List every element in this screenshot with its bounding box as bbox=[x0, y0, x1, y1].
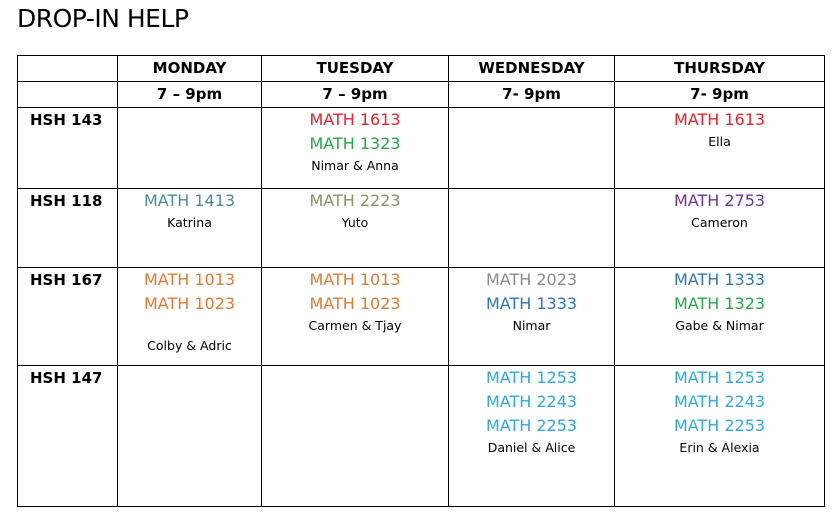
room-label: HSH 143 bbox=[17, 107, 118, 189]
course-code: MATH 1013 bbox=[309, 270, 401, 289]
tutor-names: Gabe & Nimar bbox=[675, 318, 764, 333]
course-code: MATH 1253 bbox=[485, 368, 578, 387]
session-cell: MATH 1613 MATH 1323 Nimar & Anna bbox=[261, 107, 449, 189]
session-cell: MATH 1253 MATH 2243 MATH 2253 Erin & Alexia bbox=[614, 365, 825, 507]
course-code: MATH 1333 bbox=[485, 294, 578, 313]
tutor-names: Erin & Alexia bbox=[679, 440, 760, 455]
session-cell bbox=[448, 107, 615, 189]
course-code: MATH 1333 bbox=[673, 270, 766, 289]
room-label: HSH 147 bbox=[17, 365, 118, 507]
session-cell bbox=[117, 107, 262, 189]
course-code: MATH 1323 bbox=[309, 134, 401, 153]
time-header-row: 7 – 9pm 7 – 9pm 7- 9pm 7- 9pm bbox=[17, 81, 825, 108]
session-cell: MATH 1333 MATH 1323 Gabe & Nimar bbox=[614, 267, 825, 366]
session-cell: MATH 2223 Yuto bbox=[261, 188, 449, 268]
course-code: MATH 2253 bbox=[673, 416, 766, 435]
course-code: MATH 1023 bbox=[309, 294, 401, 313]
session-cell: MATH 2753 Cameron bbox=[614, 188, 825, 268]
room-row: HSH 167 MATH 1013 MATH 1023 Colby & Adric MA… bbox=[17, 267, 825, 366]
session-cell: MATH 1013 MATH 1023 Carmen & Tjay bbox=[261, 267, 449, 366]
session-cell: MATH 1253 MATH 2243 MATH 2253 Daniel & Alic… bbox=[448, 365, 615, 507]
day-name: THURSDAY bbox=[614, 55, 825, 82]
course-code: MATH 2223 bbox=[309, 191, 401, 210]
tutor-names: Colby & Adric bbox=[147, 338, 232, 353]
tutor-names: Ella bbox=[708, 134, 731, 149]
empty-header-cell bbox=[17, 81, 118, 108]
session-cell: MATH 2023 MATH 1333 Nimar bbox=[448, 267, 615, 366]
spacer bbox=[119, 316, 261, 336]
course-code: MATH 2753 bbox=[673, 191, 766, 210]
course-code: MATH 2023 bbox=[485, 270, 578, 289]
tutor-names: Carmen & Tjay bbox=[308, 318, 402, 333]
day-header-row: MONDAY TUESDAY WEDNESDAY THURSDAY bbox=[17, 55, 825, 82]
tutor-names: Yuto bbox=[341, 215, 369, 230]
room-label: HSH 118 bbox=[17, 188, 118, 268]
course-code: MATH 1613 bbox=[309, 110, 401, 129]
day-name: WEDNESDAY bbox=[448, 55, 615, 82]
session-cell: MATH 1613 Ella bbox=[614, 107, 825, 189]
session-cell: MATH 1413 Katrina bbox=[117, 188, 262, 268]
page-title: DROP-IN HELP bbox=[17, 4, 189, 33]
day-time: 7 – 9pm bbox=[261, 81, 449, 108]
room-label: HSH 167 bbox=[17, 267, 118, 366]
session-cell bbox=[261, 365, 449, 507]
day-name: MONDAY bbox=[117, 55, 262, 82]
schedule-table: MONDAY TUESDAY WEDNESDAY THURSDAY 7 – 9pm 7 –… bbox=[17, 55, 825, 507]
tutor-names: Katrina bbox=[167, 215, 212, 230]
course-code: MATH 1323 bbox=[673, 294, 766, 313]
day-time: 7- 9pm bbox=[448, 81, 615, 108]
empty-header-cell bbox=[17, 55, 118, 82]
room-row: HSH 147 MATH 1253 MATH 2243 MATH 2253 Daniel… bbox=[17, 365, 825, 507]
day-time: 7- 9pm bbox=[614, 81, 825, 108]
tutor-names: Daniel & Alice bbox=[487, 440, 576, 455]
tutor-names: Cameron bbox=[691, 215, 748, 230]
day-name: TUESDAY bbox=[261, 55, 449, 82]
tutor-names: Nimar & Anna bbox=[311, 158, 399, 173]
course-code: MATH 2243 bbox=[673, 392, 766, 411]
room-row: HSH 118 MATH 1413 Katrina MATH 2223 Yuto MATH… bbox=[17, 188, 825, 268]
room-row: HSH 143 MATH 1613 MATH 1323 Nimar & Anna MAT… bbox=[17, 107, 825, 189]
course-code: MATH 1253 bbox=[673, 368, 766, 387]
session-cell bbox=[448, 188, 615, 268]
course-code: MATH 2243 bbox=[485, 392, 578, 411]
course-code: MATH 1613 bbox=[673, 110, 766, 129]
course-code: MATH 1413 bbox=[143, 191, 236, 210]
course-code: MATH 1013 bbox=[143, 270, 236, 289]
course-code: MATH 1023 bbox=[143, 294, 236, 313]
day-time: 7 – 9pm bbox=[117, 81, 262, 108]
session-cell bbox=[117, 365, 262, 507]
course-code: MATH 2253 bbox=[485, 416, 578, 435]
tutor-names: Nimar bbox=[512, 318, 551, 333]
session-cell: MATH 1013 MATH 1023 Colby & Adric bbox=[117, 267, 262, 366]
